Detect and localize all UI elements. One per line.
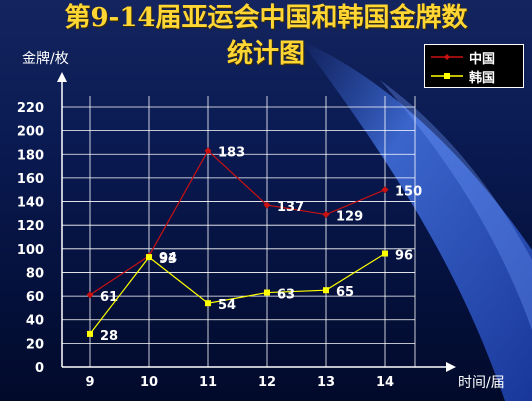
data-label-korea: 65 — [336, 285, 354, 300]
y-tick-label: 180 — [17, 148, 44, 163]
data-label-china: 94 — [159, 251, 177, 266]
data-label-china: 129 — [336, 210, 363, 225]
series-line-china — [89, 149, 386, 296]
legend-item-korea: 韩国 — [425, 66, 523, 86]
data-point-korea — [264, 289, 270, 296]
data-label-korea: 96 — [395, 249, 413, 264]
data-label-china: 61 — [100, 290, 118, 305]
y-tick-label: 120 — [17, 219, 44, 234]
legend-label-korea: 韩国 — [469, 71, 496, 86]
legend-swatch-china — [431, 54, 463, 60]
y-tick-label: 20 — [26, 337, 44, 352]
legend-swatch-korea — [431, 73, 463, 79]
data-label-korea: 93 — [159, 252, 177, 267]
data-label-korea: 63 — [277, 288, 295, 303]
data-point-china — [204, 147, 212, 155]
y-tick-label: 100 — [17, 243, 44, 258]
series-line-korea — [89, 253, 386, 335]
x-tick-label: 14 — [376, 375, 394, 390]
data-label-china: 183 — [218, 146, 245, 161]
data-point-korea — [87, 330, 93, 337]
data-label-china: 137 — [277, 200, 304, 215]
x-tick-label: 11 — [199, 375, 217, 390]
y-tick-label: 200 — [17, 125, 44, 140]
data-point-korea — [205, 300, 211, 307]
data-point-korea — [146, 254, 152, 261]
x-tick-label: 10 — [140, 375, 158, 390]
y-tick-label: 160 — [17, 172, 44, 187]
y-tick-label: 80 — [26, 266, 44, 281]
legend: 中国 韩国 — [424, 44, 524, 88]
y-axis-label: 金牌/枚 — [22, 51, 69, 67]
chart-title-line-1: 第9-14届亚运会中国和韩国金牌数 — [64, 3, 468, 33]
data-label-korea: 54 — [218, 298, 236, 313]
y-tick-label: 60 — [26, 290, 44, 305]
legend-label-china: 中国 — [469, 52, 496, 67]
y-axis-arrow — [57, 72, 67, 82]
legend-item-china: 中国 — [425, 47, 523, 67]
data-point-china — [86, 291, 94, 299]
data-point-korea — [382, 250, 388, 257]
data-label-korea: 28 — [100, 329, 118, 344]
x-axis-label: 时间/届 — [458, 375, 505, 391]
x-tick-label: 9 — [85, 375, 94, 390]
x-tick-label: 13 — [317, 375, 335, 390]
data-point-china — [381, 186, 389, 194]
x-tick-label: 12 — [258, 375, 276, 390]
data-point-china — [263, 201, 271, 209]
data-point-korea — [323, 287, 329, 294]
y-tick-label: 0 — [35, 361, 44, 376]
y-tick-label: 40 — [26, 314, 44, 329]
data-label-china: 150 — [395, 185, 422, 200]
y-tick-label: 140 — [17, 196, 44, 211]
x-axis-arrow — [446, 362, 456, 372]
y-tick-label: 220 — [17, 101, 44, 116]
data-point-china — [322, 211, 330, 219]
chart-title-line-2: 统计图 — [226, 39, 305, 69]
